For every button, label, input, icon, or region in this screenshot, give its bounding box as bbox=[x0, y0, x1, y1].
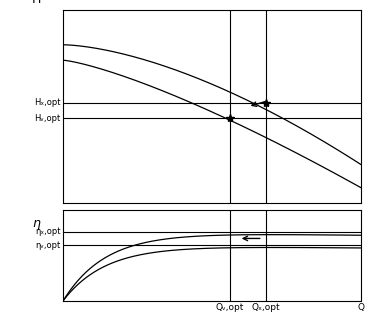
Text: η: η bbox=[32, 217, 41, 230]
Text: ηₓ,opt: ηₓ,opt bbox=[35, 227, 60, 236]
Text: Hᵥ,opt: Hᵥ,opt bbox=[34, 114, 60, 123]
Text: Hₓ,opt: Hₓ,opt bbox=[34, 98, 60, 107]
Text: H: H bbox=[32, 0, 41, 6]
Text: ηᵥ,opt: ηᵥ,opt bbox=[35, 240, 60, 249]
